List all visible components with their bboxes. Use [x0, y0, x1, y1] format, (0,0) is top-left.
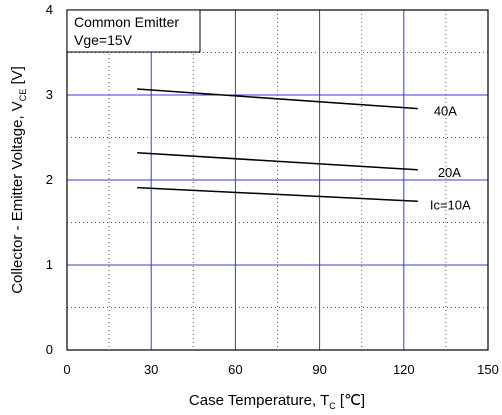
x-tick-label: 90	[312, 362, 326, 377]
y-tick-label: 0	[46, 342, 53, 357]
legend-line-1: Common Emitter	[74, 14, 179, 30]
series-label: 20A	[438, 165, 461, 180]
series-line	[137, 152, 418, 171]
y-axis-label: Collector - Emitter Voltage, VCE [V]	[9, 66, 28, 294]
y-tick-label: 3	[46, 87, 53, 102]
legend-line-2: Vge=15V	[74, 32, 133, 48]
y-tick-labels: 0 1 2 3 4	[46, 2, 53, 357]
y-tick-label: 2	[46, 172, 53, 187]
y-tick-label: 4	[46, 2, 53, 17]
legend-box: Common Emitter Vge=15V	[66, 9, 201, 53]
x-tick-label: 30	[144, 362, 158, 377]
plot-frame	[66, 9, 489, 351]
x-tick-label: 0	[63, 362, 70, 377]
x-axis-label: Case Temperature, TC [℃]	[189, 392, 365, 411]
series-group: 40A 20A Ic=10A	[137, 88, 471, 212]
x-tick-label: 150	[477, 362, 499, 377]
series-line	[137, 186, 418, 202]
series-line	[137, 88, 418, 110]
y-tick-label: 1	[46, 257, 53, 272]
grid	[67, 10, 488, 350]
x-tick-labels: 0 30 60 90 120 150	[63, 362, 498, 377]
series-label: 40A	[434, 104, 457, 119]
x-tick-label: 120	[393, 362, 415, 377]
x-tick-label: 60	[228, 362, 242, 377]
series-label: Ic=10A	[430, 197, 471, 212]
